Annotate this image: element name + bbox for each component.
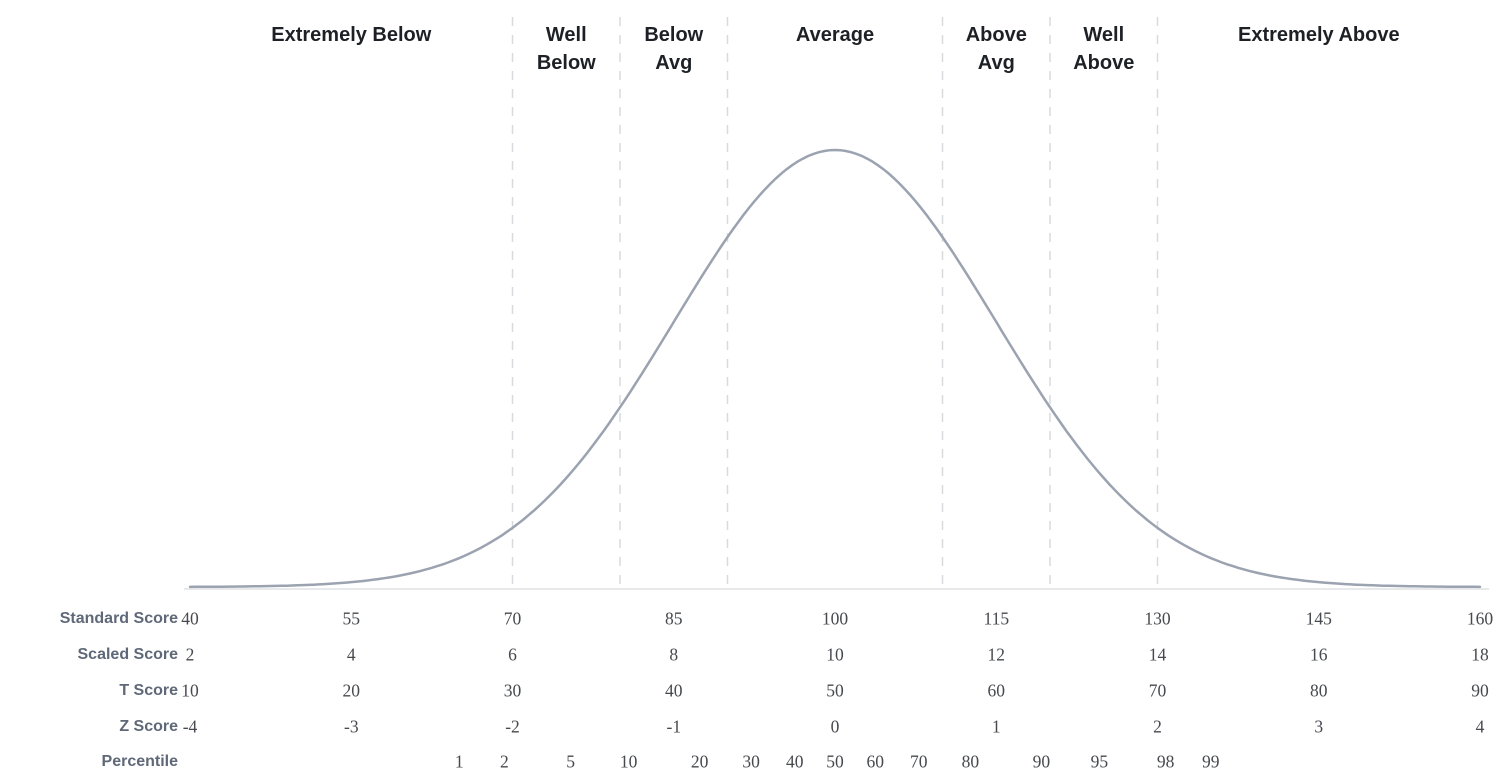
axis-tick-value: -1 — [666, 716, 682, 737]
axis-tick-value: 50 — [826, 751, 844, 772]
region-label-line: Above — [1073, 52, 1135, 74]
region-label: Below Avg — [644, 21, 703, 77]
region-label-line: Average — [795, 24, 875, 46]
axis-tick-value: 8 — [669, 644, 679, 665]
axis-tick-value: 16 — [1310, 644, 1328, 665]
axis-tick-value: 98 — [1156, 751, 1175, 772]
axis-tick-value: 99 — [1201, 751, 1220, 772]
axis-tick-value: 130 — [1144, 608, 1171, 629]
axis-tick-value: 100 — [821, 608, 849, 629]
region-label-line: Avg — [977, 52, 1015, 74]
region-label: Average — [796, 21, 874, 49]
axis-tick-value: 2 — [500, 751, 509, 772]
axis-tick-value: 30 — [742, 751, 760, 772]
axis-tick-value: 70 — [910, 751, 928, 772]
axis-tick-value: 14 — [1148, 644, 1167, 665]
axis-tick-value: 40 — [785, 751, 804, 772]
axis-tick-value: -4 — [182, 716, 198, 737]
axis-tick-value: 50 — [826, 680, 844, 701]
axis-tick-value: 12 — [987, 644, 1006, 665]
axis-tick-value: 115 — [983, 608, 1010, 629]
axis-row-label: Standard Score — [59, 610, 178, 627]
axis-tick-value: 60 — [987, 680, 1006, 701]
axis-tick-value: 10 — [826, 644, 844, 665]
region-label-line: Avg — [655, 52, 693, 74]
region-label: Well Above — [1073, 21, 1134, 77]
region-label-line: Below — [536, 52, 596, 74]
region-label: Extremely Below — [271, 21, 431, 49]
axis-tick-value: 40 — [665, 680, 683, 701]
axis-tick-value: 10 — [619, 751, 638, 772]
axis-tick-value: 1 — [991, 716, 1001, 737]
normal-curve — [188, 148, 1482, 589]
axis-tick-value: 4 — [1475, 716, 1485, 737]
axis-tick-value: 90 — [1032, 751, 1051, 772]
axis-tick-value: 70 — [1148, 680, 1167, 701]
axis-tick-value: 6 — [508, 644, 517, 665]
axis-tick-value: 0 — [830, 716, 840, 737]
axis-row-label: Z Score — [119, 718, 178, 735]
axis-tick-value: 160 — [1466, 608, 1494, 629]
axis-tick-value: 85 — [665, 608, 683, 629]
axis-tick-value: 60 — [866, 751, 885, 772]
axis-tick-value: 145 — [1305, 608, 1332, 629]
axis-tick-value: 2 — [185, 644, 195, 665]
axis-tick-value: 20 — [690, 751, 709, 772]
axis-row-label: Scaled Score — [77, 646, 179, 663]
region-label-line: Below — [644, 24, 704, 46]
axis-tick-value: 40 — [181, 608, 199, 629]
axis-tick-value: 2 — [1153, 716, 1162, 737]
axis-tick-value: 3 — [1314, 716, 1324, 737]
region-label-line: Extremely Below — [271, 24, 432, 46]
axis-tick-value: 5 — [566, 751, 575, 772]
axis-tick-value: 80 — [1310, 680, 1328, 701]
axis-tick-value: -3 — [344, 716, 359, 737]
axis-tick-value: 95 — [1090, 751, 1109, 772]
region-label-line: Well — [1083, 24, 1125, 46]
axis-tick-value: 10 — [181, 680, 199, 701]
axis-tick-value: 55 — [342, 608, 361, 629]
axis-tick-value: -2 — [505, 716, 520, 737]
region-label-line: Well — [545, 24, 587, 46]
region-label: Well Below — [537, 21, 596, 77]
axis-row-label: T Score — [119, 682, 178, 699]
axis-tick-value: 70 — [503, 608, 522, 629]
axis-tick-value: 90 — [1471, 680, 1489, 701]
axis-tick-value: 18 — [1471, 644, 1489, 665]
region-label: Above Avg — [966, 21, 1027, 77]
axis-row-label: Percentile — [101, 753, 178, 770]
region-label: Extremely Above — [1238, 21, 1400, 49]
axis-tick-value: 20 — [342, 680, 361, 701]
region-label-line: Above — [965, 24, 1027, 46]
axis-tick-value: 1 — [454, 751, 464, 772]
axis-tick-value: 4 — [346, 644, 356, 665]
axis-tick-value: 30 — [503, 680, 522, 701]
region-label-line: Extremely Above — [1238, 24, 1400, 46]
axis-tick-value: 80 — [961, 751, 980, 772]
